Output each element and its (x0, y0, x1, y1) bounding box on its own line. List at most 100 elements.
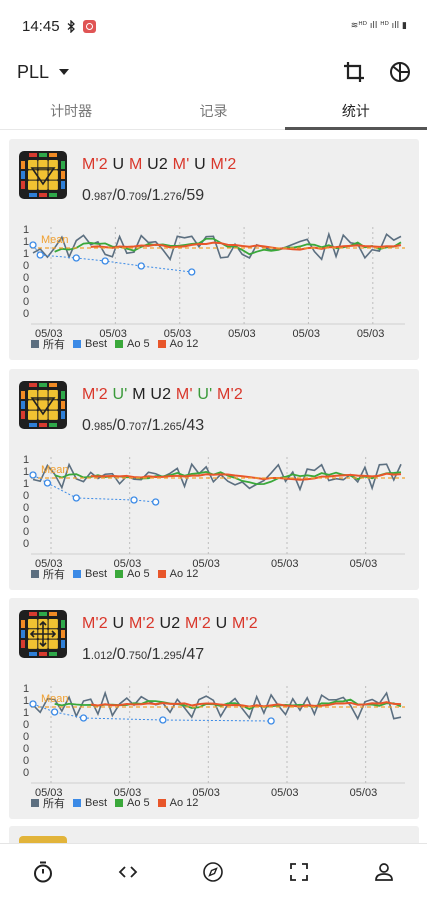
alg-move: U' (112, 386, 128, 403)
alg-move: U (112, 156, 125, 173)
stats-list[interactable]: M'2 U M U2 M' U M'2 0.987/0.709/1.276/59 1… (0, 131, 427, 843)
alg-move: U2 (159, 615, 181, 632)
y-tick-label: 1 (23, 707, 29, 719)
case-card[interactable]: M'2 U M'2 U2 M'2 U M'2 1.012/0.750/1.295/… (9, 598, 419, 819)
x-tick-label: 05/03 (228, 328, 256, 340)
y-tick-label: 0 (23, 731, 29, 743)
tab-timer[interactable]: 计时器 (0, 92, 142, 129)
case-card[interactable]: M'2 U' M U2 M' U' M'2 0.985/0.707/1.265/4… (9, 369, 419, 590)
nav-profile[interactable] (364, 852, 404, 892)
time-stats: 1.012/0.750/1.295/47 (82, 646, 205, 663)
algorithm-text: M'2 U M U2 M' U M'2 (82, 156, 236, 174)
best-point (43, 479, 52, 487)
case-icon-wrap (19, 381, 67, 429)
legend-swatch (157, 799, 166, 807)
y-tick-label: 1 (23, 683, 29, 695)
legend-label: Best (85, 568, 108, 580)
mean-time-int: 0 (116, 187, 126, 204)
legend-ao5[interactable]: Ao 5 (115, 568, 150, 580)
legend-label: Ao 12 (169, 568, 199, 580)
status-indicators: ≋ᴴᴰ ıll ᴴᴰ ıll ▮ (351, 21, 407, 31)
legend-ao5[interactable]: Ao 5 (115, 338, 150, 350)
y-tick-label: 0 (23, 490, 29, 502)
legend-all[interactable]: 所有 (31, 566, 65, 582)
tab-records[interactable]: 记录 (142, 92, 284, 129)
y-tick-label: 0 (23, 272, 29, 284)
legend-ao12[interactable]: Ao 12 (157, 568, 199, 580)
alg-move: M'2 (128, 615, 155, 632)
case-card[interactable]: M'2 U M U2 M' U M'2 0.987/0.709/1.276/59 1… (9, 139, 419, 360)
alg-move: M' (175, 386, 193, 403)
legend-label: Ao 5 (127, 568, 150, 580)
status-time: 14:45 (22, 17, 60, 35)
alg-move: M'2 (82, 615, 108, 632)
worst-time-int: 1 (151, 187, 161, 204)
legend-best[interactable]: Best (73, 568, 107, 580)
y-tick-label: 1 (23, 236, 29, 248)
best-point (101, 257, 109, 265)
mean-time-int: 0 (116, 646, 126, 663)
best-point (137, 262, 145, 270)
x-tick-label: 05/03 (164, 328, 192, 340)
nav-explore[interactable] (193, 852, 233, 892)
legend-swatch (73, 799, 81, 807)
legend-ao12[interactable]: Ao 12 (157, 797, 199, 809)
y-tick-label: 0 (23, 514, 29, 526)
profile-icon (375, 863, 394, 881)
mean-time-dec: .707 (125, 421, 148, 433)
alg-move: U2 (150, 386, 172, 403)
vpn-icon (82, 19, 96, 33)
x-tick-label: 05/03 (292, 328, 320, 340)
alg-move: M'2 (232, 615, 258, 632)
mean-time-dec: .750 (125, 650, 148, 662)
best-point (36, 251, 44, 259)
mean-label: Mean (41, 693, 69, 705)
alg-move: U2 (147, 156, 169, 173)
y-tick-label: 1 (23, 248, 29, 260)
worst-time-int: 1 (151, 646, 161, 663)
x-tick-label: 05/03 (35, 787, 63, 799)
best-time-dec: .985 (90, 421, 113, 433)
x-tick-label: 05/03 (192, 558, 220, 570)
crop-button[interactable] (341, 59, 367, 85)
tab-stats[interactable]: 统计 (284, 92, 427, 130)
nav-code[interactable] (108, 852, 148, 892)
legend-best[interactable]: Best (73, 797, 107, 809)
legend-label: 所有 (43, 339, 65, 351)
theme-icon (390, 62, 410, 82)
best-time-dec: .012 (90, 650, 113, 662)
nav-timer[interactable] (23, 852, 63, 892)
alg-move: U (112, 615, 125, 632)
nav-fullscreen[interactable] (279, 852, 319, 892)
alg-move: M' (172, 156, 190, 173)
legend-ao12[interactable]: Ao 12 (157, 338, 199, 350)
legend-swatch (115, 799, 124, 807)
legend-best[interactable]: Best (73, 338, 107, 350)
alg-move: M'2 (82, 156, 108, 173)
x-tick-label: 05/03 (114, 787, 142, 799)
puzzle-selector[interactable]: PLL (17, 62, 70, 83)
cube-case-icon (19, 836, 67, 843)
x-tick-label: 05/03 (35, 558, 63, 570)
alg-move: M'2 (217, 386, 243, 403)
worst-time-int: 1 (151, 417, 161, 434)
legend-label: Best (85, 797, 108, 809)
x-tick-label: 05/03 (192, 787, 220, 799)
case-card-peek[interactable] (9, 826, 419, 843)
theme-button[interactable] (387, 59, 413, 85)
alg-move: U (194, 156, 206, 173)
bottom-nav (0, 843, 427, 900)
best-point (130, 496, 138, 504)
series-ao5-line (54, 237, 402, 256)
legend-all[interactable]: 所有 (31, 336, 65, 352)
y-tick-label: 1 (23, 466, 29, 478)
legend-label: Ao 12 (169, 797, 199, 809)
y-tick-label: 0 (23, 502, 29, 514)
legend-label: Ao 12 (169, 338, 199, 350)
y-tick-label: 1 (23, 478, 29, 490)
legend-all[interactable]: 所有 (31, 795, 65, 811)
legend-ao5[interactable]: Ao 5 (115, 797, 150, 809)
